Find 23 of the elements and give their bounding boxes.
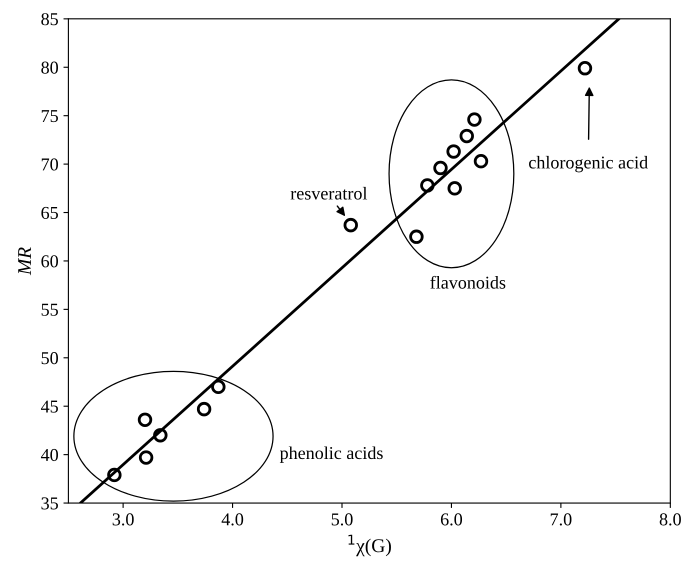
x-tick-label: 7.0 [550,513,572,526]
y-axis-title: MR [18,247,31,276]
y-tick-label: 55 [42,304,58,316]
y-tick-label: 45 [40,400,58,413]
x-tick-label: 5.0 [332,513,353,526]
annotation: flavonoids [430,276,506,289]
x-axis-title: $^{1}$χ(G) [348,534,391,556]
annotation: chlorogenic acid [529,156,648,172]
y-tick-label: 70 [42,158,58,171]
x-tick-label: 8.0 [660,513,681,526]
x-tick-label: 6.0 [440,513,462,526]
annotation: resveratrol [290,186,368,200]
x-tick-label: 3.0 [112,513,134,526]
y-tick-label: 65 [41,206,58,219]
y-tick-label: 60 [41,255,58,268]
y-tick-label: 85 [41,13,58,26]
y-tick-label: 75 [42,110,58,122]
x-tick-label: 4.0 [222,513,244,526]
y-tick-label: 50 [42,352,58,364]
y-tick-label: 40 [40,448,58,462]
y-tick-label: 35 [41,497,58,510]
y-tick-label: 80 [41,62,58,74]
annotation: phenolic acids [280,446,383,463]
